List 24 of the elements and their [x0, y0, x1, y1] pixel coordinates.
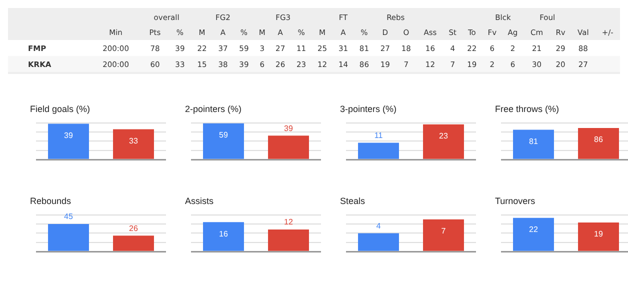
data-label: 45: [64, 212, 74, 222]
chart-title: Steals: [340, 196, 366, 206]
data-label: 86: [594, 135, 604, 144]
data-label: 23: [439, 132, 448, 141]
data-label: 81: [529, 136, 538, 146]
chart-title: Turnovers: [495, 196, 536, 206]
chart-title: 3-pointers (%): [340, 104, 397, 114]
data-label: 11: [374, 130, 384, 140]
chart-title: Assists: [185, 196, 214, 206]
data-label: 59: [219, 130, 228, 140]
data-label: 22: [529, 225, 538, 234]
data-label: 39: [284, 124, 294, 133]
data-label: 4: [376, 221, 382, 230]
data-label: 12: [284, 218, 294, 227]
data-label: 26: [129, 224, 138, 233]
data-label: 7: [441, 226, 446, 236]
data-label: 39: [64, 130, 74, 140]
chart-title: Free throws (%): [495, 104, 560, 114]
chart-title: Rebounds: [30, 196, 72, 206]
chart-title: 2-pointers (%): [185, 104, 242, 114]
data-label: 16: [219, 229, 228, 238]
data-label: 33: [129, 136, 138, 146]
chart-title: Field goals (%): [30, 104, 90, 114]
data-label: 19: [594, 230, 604, 239]
